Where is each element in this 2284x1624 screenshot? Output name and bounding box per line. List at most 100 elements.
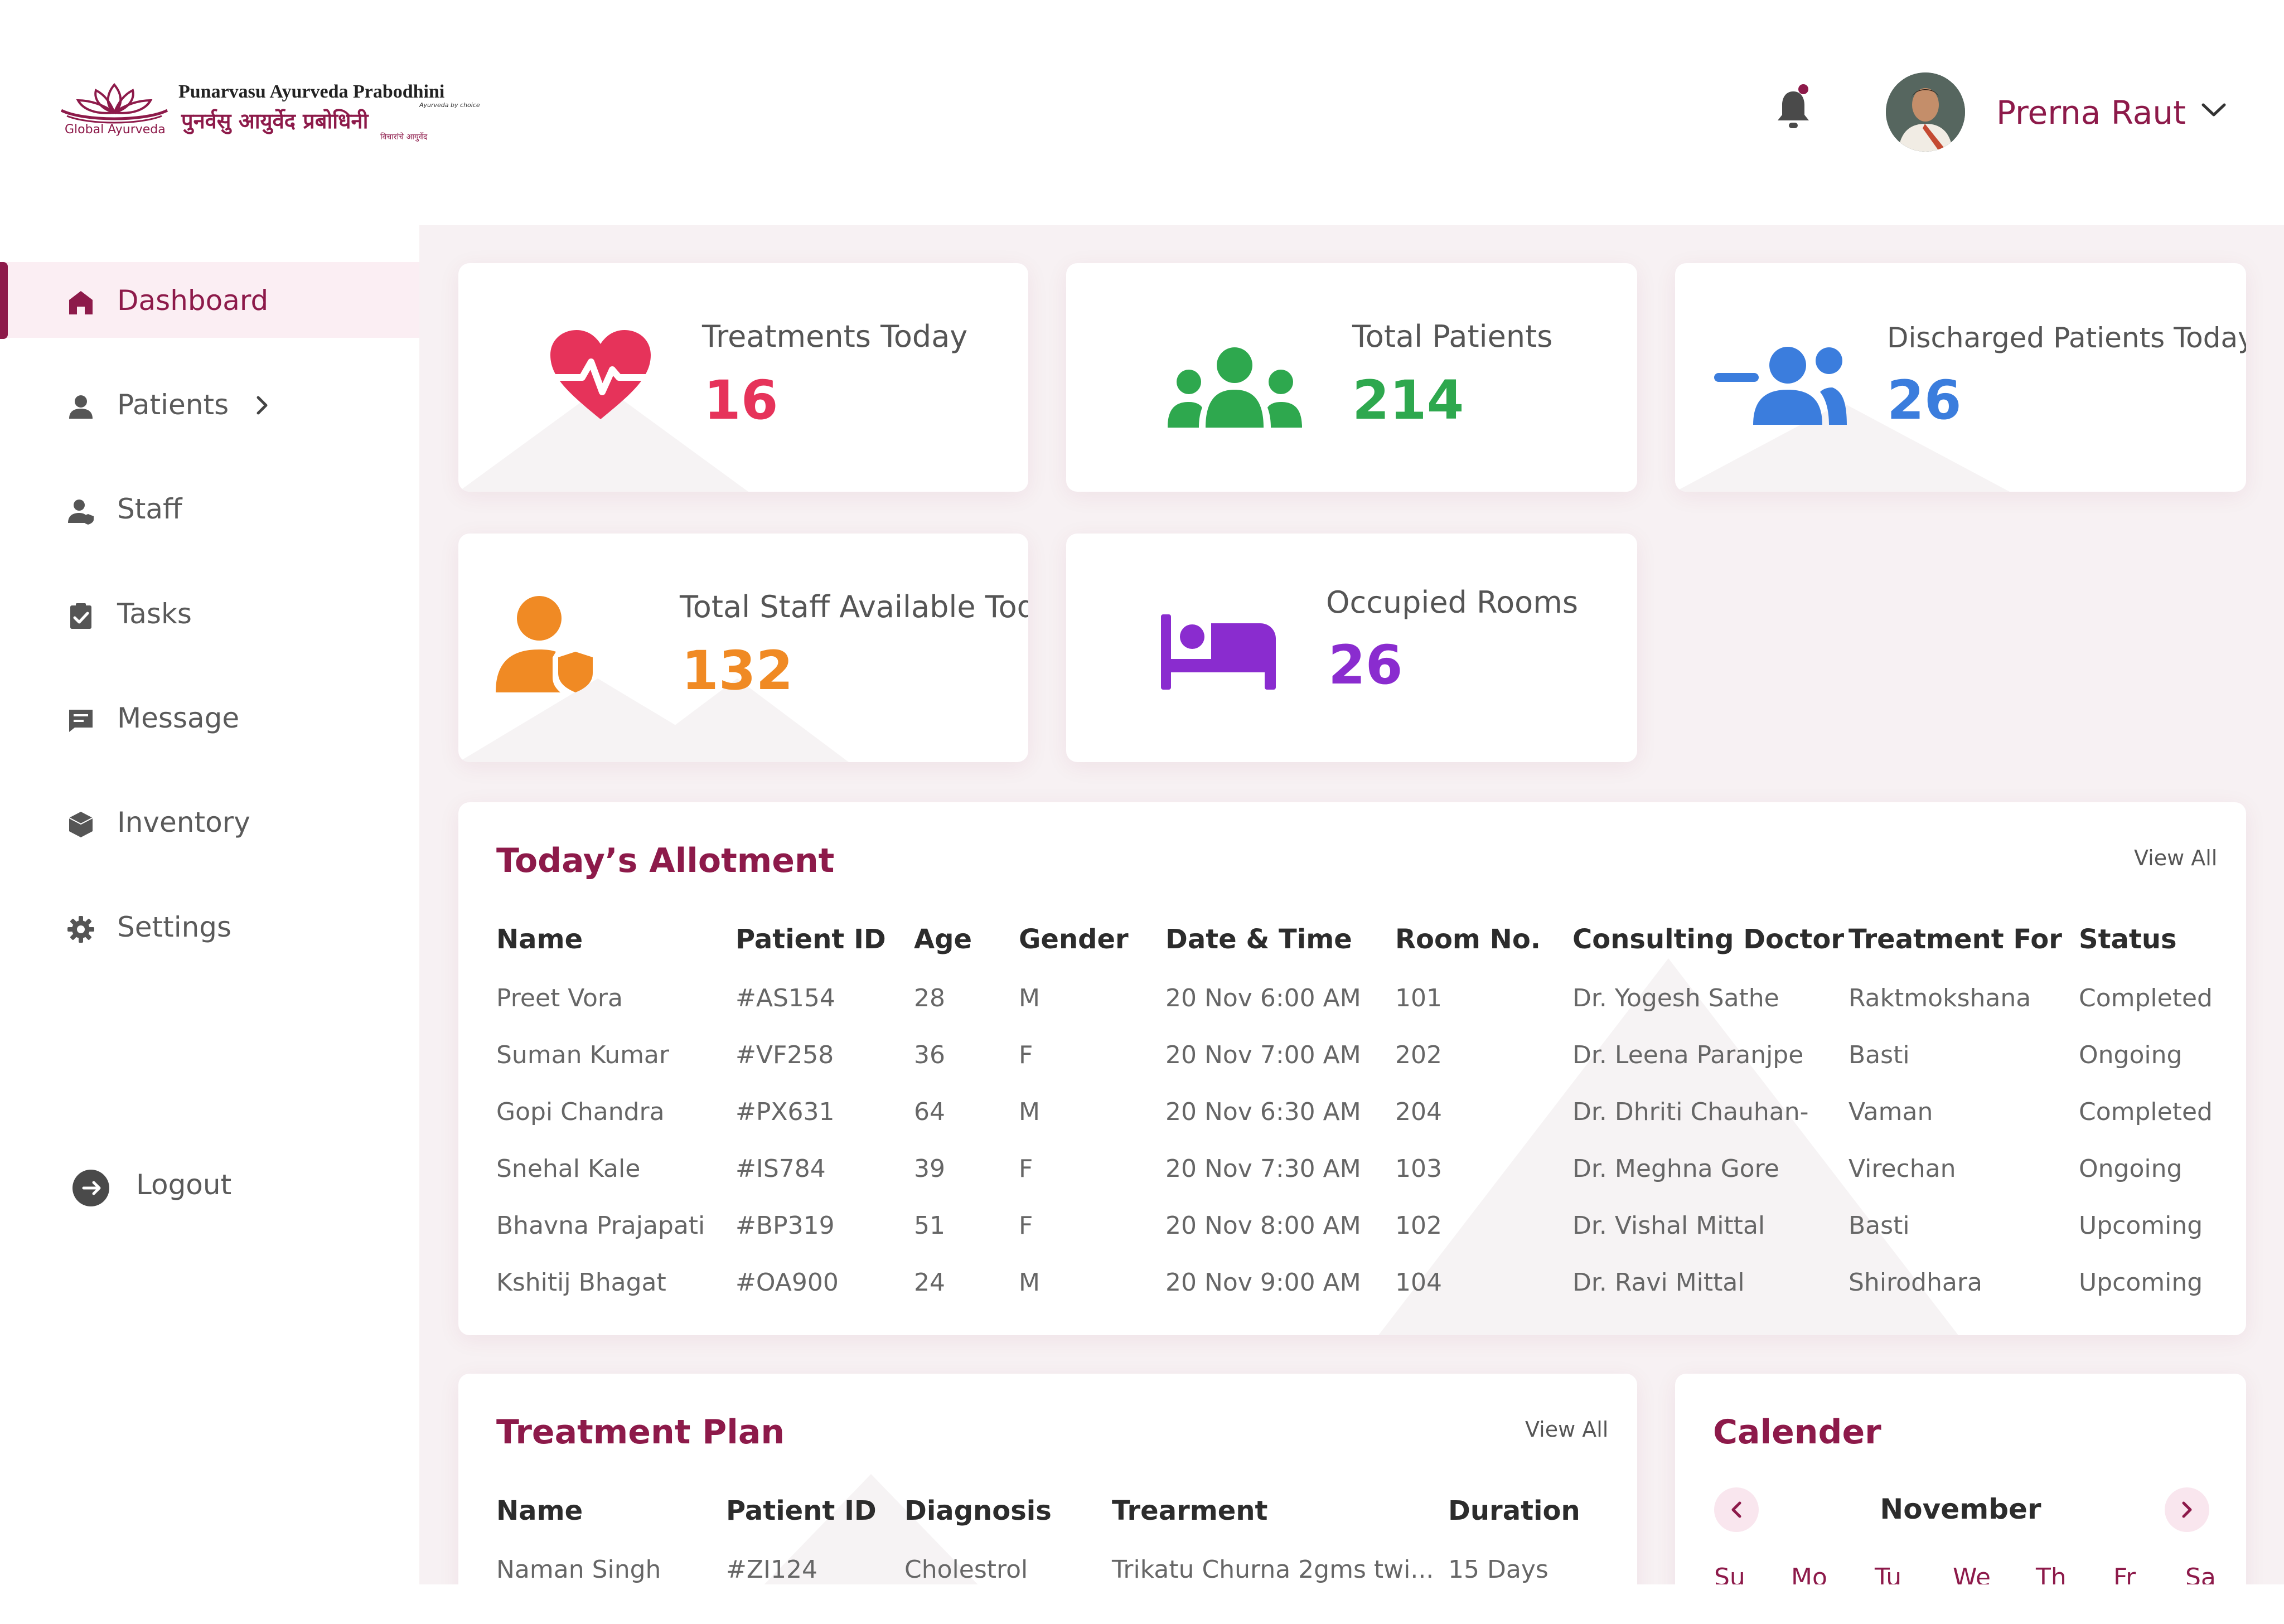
section-title: Treatment Plan xyxy=(496,1413,785,1452)
sidebar: Dashboard Patients Staff Tasks xyxy=(0,225,419,1624)
stat-label: Total Staff Available Today xyxy=(680,589,1028,624)
stat-value: 26 xyxy=(1887,369,1962,432)
avatar-user-icon xyxy=(1886,72,1965,152)
stat-label: Total Patients xyxy=(1352,319,1553,354)
sidebar-item-label: Tasks xyxy=(117,598,192,630)
previous-month-button[interactable] xyxy=(1714,1487,1759,1532)
column-header: Room No. xyxy=(1395,924,1541,955)
column-header: Date & Time xyxy=(1165,924,1352,955)
table-cell: #BP319 xyxy=(735,1211,835,1240)
table-cell: Dr. Vishal Mittal xyxy=(1572,1211,1765,1240)
status-cell: Upcoming xyxy=(2079,1268,2203,1297)
main-content: Treatments Today 16 Total Patients 214 xyxy=(419,225,2284,1624)
logo-name-english: Punarvasu Ayurveda Prabodhini xyxy=(178,81,445,102)
table-cell: #AS154 xyxy=(735,984,835,1012)
view-all-link[interactable]: View All xyxy=(1525,1417,1609,1442)
avatar[interactable] xyxy=(1886,72,1965,152)
column-header: Duration xyxy=(1448,1495,1580,1526)
bottom-fade xyxy=(419,1584,2284,1624)
user-name[interactable]: Prerna Raut xyxy=(1996,94,2186,132)
column-header: Diagnosis xyxy=(904,1495,1052,1526)
message-icon xyxy=(69,710,93,732)
logo[interactable]: Global Ayurveda Punarvasu Ayurveda Prabo… xyxy=(50,78,496,156)
column-header: Treatment For xyxy=(1849,924,2062,955)
table-cell: Raktmokshana xyxy=(1849,984,2031,1012)
sidebar-item-label: Message xyxy=(117,702,240,734)
bed-icon xyxy=(1161,614,1276,690)
table-cell: F xyxy=(1019,1155,1033,1183)
table-cell: Trikatu Churna 2gms twi... xyxy=(1112,1555,1434,1584)
logo-tagline: Ayurveda by choice xyxy=(419,101,480,109)
table-cell: 51 xyxy=(914,1211,945,1240)
logo-tagline-hindi: विचारांचे आयुर्वेद xyxy=(380,133,428,142)
status-cell: Ongoing xyxy=(2079,1041,2183,1069)
sidebar-item-label: Settings xyxy=(117,911,232,943)
sidebar-item-staff[interactable]: Staff xyxy=(0,471,419,546)
table-cell: Kshitij Bhagat xyxy=(496,1268,666,1297)
view-all-link[interactable]: View All xyxy=(2134,846,2218,870)
table-cell: #ZI124 xyxy=(726,1555,817,1584)
table-cell: 39 xyxy=(914,1155,945,1183)
bell-icon[interactable] xyxy=(1773,84,1813,134)
table-cell: 15 Days xyxy=(1448,1555,1549,1584)
logo-name-hindi: पुनर्वसु आयुर्वेद प्रबोधिनी xyxy=(181,108,369,133)
table-cell: 104 xyxy=(1395,1268,1442,1297)
table-cell: M xyxy=(1019,1268,1040,1297)
column-header: Patient ID xyxy=(735,924,886,955)
card-decoration xyxy=(1378,958,1958,1335)
table-cell: Bhavna Prajapati xyxy=(496,1211,705,1240)
stat-value: 214 xyxy=(1352,369,1464,432)
table-cell: F xyxy=(1019,1211,1033,1240)
table-cell: 64 xyxy=(914,1098,945,1126)
table-cell: Dr. Yogesh Sathe xyxy=(1572,984,1779,1012)
table-cell: Virechan xyxy=(1849,1155,1956,1183)
todays-allotment-card: Today’s Allotment View All Name Patient … xyxy=(458,802,2246,1335)
sidebar-item-label: Staff xyxy=(117,493,182,525)
sidebar-item-settings[interactable]: Settings xyxy=(0,889,419,964)
home-icon xyxy=(69,291,93,314)
table-cell: Shirodhara xyxy=(1849,1268,1982,1297)
stat-value: 26 xyxy=(1328,634,1403,696)
stat-card-staff-available[interactable]: Total Staff Available Today 132 xyxy=(458,534,1028,762)
stat-card-occupied-rooms[interactable]: Occupied Rooms 26 xyxy=(1066,534,1637,762)
table-cell: #OA900 xyxy=(735,1268,839,1297)
status-cell: Completed xyxy=(2079,984,2213,1012)
sidebar-item-inventory[interactable]: Inventory xyxy=(0,784,419,860)
chevron-down-icon[interactable] xyxy=(2200,99,2228,122)
stat-value: 132 xyxy=(681,639,793,702)
sidebar-item-message[interactable]: Message xyxy=(0,680,419,755)
table-cell: Dr. Leena Paranjpe xyxy=(1572,1041,1804,1069)
table-cell: 20 Nov 9:00 AM xyxy=(1165,1268,1361,1297)
next-month-button[interactable] xyxy=(2165,1487,2209,1532)
column-header: Age xyxy=(914,924,972,955)
card-decoration xyxy=(626,678,849,762)
sidebar-item-label: Inventory xyxy=(117,806,250,838)
table-cell: Dr. Ravi Mittal xyxy=(1572,1268,1745,1297)
table-cell: Preet Vora xyxy=(496,984,623,1012)
logout-button[interactable]: Logout xyxy=(0,1146,419,1222)
stat-label: Treatments Today xyxy=(702,319,968,354)
calendar-month: November xyxy=(1880,1493,2041,1525)
table-cell: 103 xyxy=(1395,1155,1442,1183)
table-cell: M xyxy=(1019,984,1040,1012)
table-cell: F xyxy=(1019,1041,1033,1069)
box-icon xyxy=(69,812,93,837)
heartbeat-icon xyxy=(550,330,651,419)
chevron-right-icon xyxy=(2182,1501,2192,1518)
chevron-left-icon xyxy=(1731,1501,1741,1518)
chevron-right-icon[interactable] xyxy=(254,394,270,416)
clipboard-icon xyxy=(70,603,91,629)
table-cell: 28 xyxy=(914,984,945,1012)
sidebar-item-tasks[interactable]: Tasks xyxy=(0,575,419,651)
staff-shield-icon xyxy=(496,596,593,692)
section-title: Today’s Allotment xyxy=(496,841,835,880)
sidebar-item-dashboard[interactable]: Dashboard xyxy=(0,262,419,338)
stat-card-treatments[interactable]: Treatments Today 16 xyxy=(458,263,1028,492)
column-header: Status xyxy=(2079,924,2177,955)
stat-card-total-patients[interactable]: Total Patients 214 xyxy=(1066,263,1637,492)
lotus-logo-icon xyxy=(60,83,168,124)
sidebar-item-patients[interactable]: Patients xyxy=(0,366,419,442)
table-cell: 24 xyxy=(914,1268,945,1297)
logout-icon xyxy=(72,1170,109,1206)
stat-card-discharged[interactable]: Discharged Patients Today 26 xyxy=(1675,263,2246,492)
